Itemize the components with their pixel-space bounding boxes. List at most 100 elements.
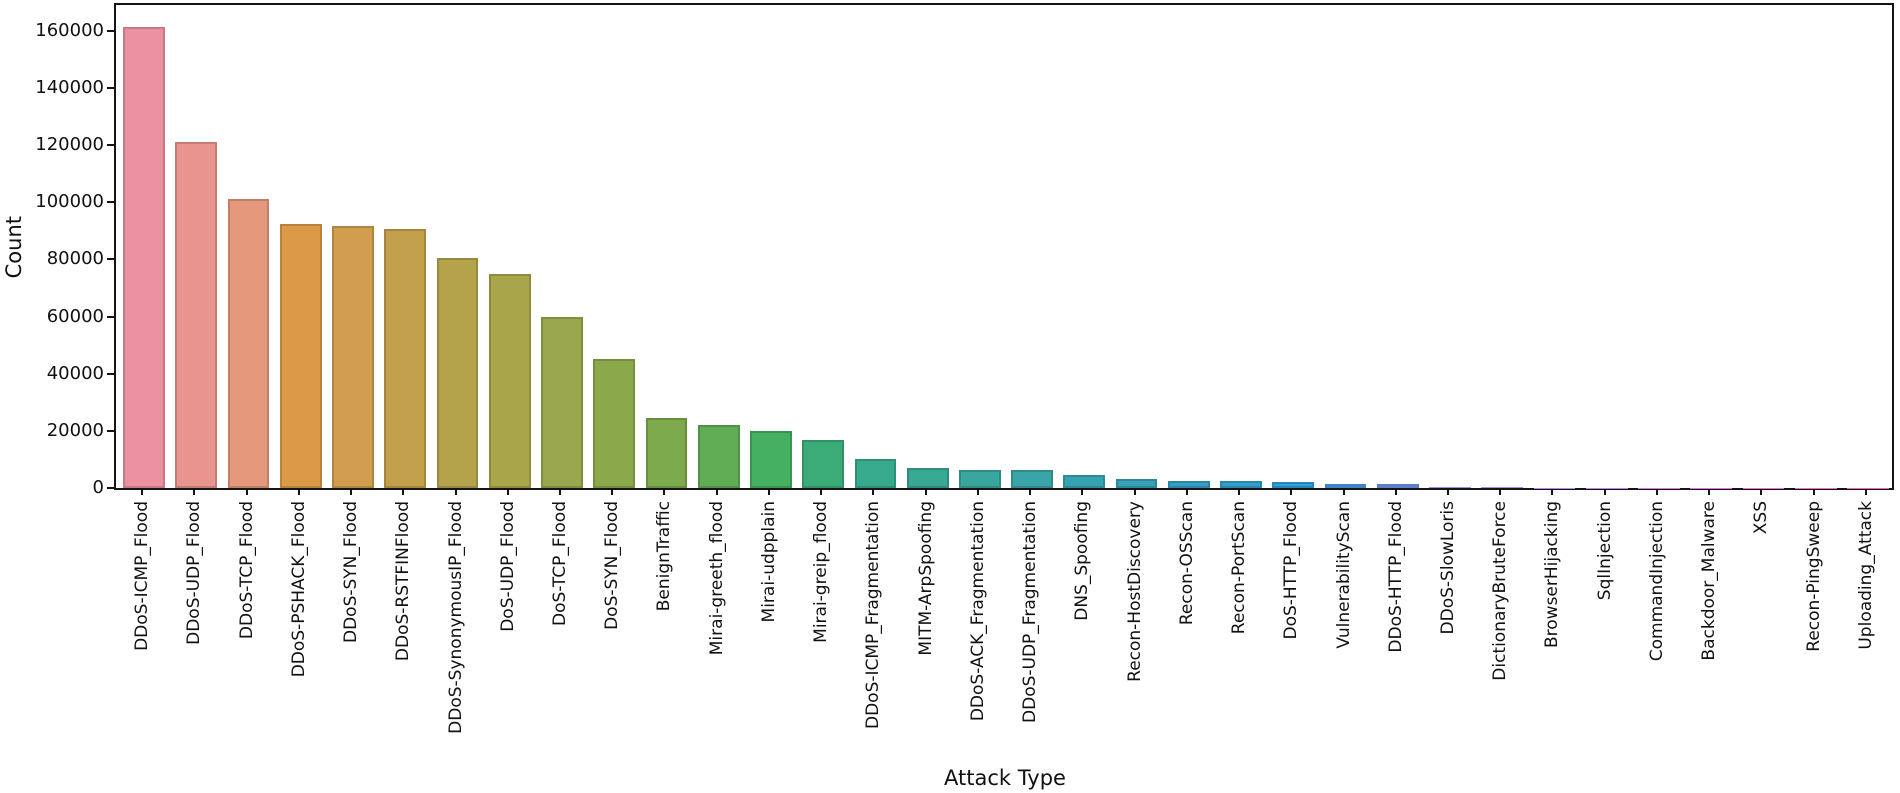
x-tick-DDoS-SynonymousIP_Flood [454,490,457,495]
x-tick-label-DDoS-SYN_Flood: DDoS-SYN_Flood [341,501,362,643]
x-tick-Recon-OSScan [1185,490,1188,495]
x-tick-label-MITM-ArpSpoofing: MITM-ArpSpoofing [915,501,936,656]
y-tick-label-140000: 140000 [35,76,104,98]
bar-DoS-TCP_Flood [541,317,583,488]
x-tick-label-XSS: XSS [1751,501,1772,535]
x-tick-label-Mirai-greip_flood: Mirai-greip_flood [811,501,832,643]
bar-DoS-HTTP_Flood [1272,481,1315,488]
x-tick-label-DictionaryBruteForce: DictionaryBruteForce [1490,501,1511,681]
bar-DDoS-HTTP_Flood [1376,484,1419,488]
x-tick-label-DDoS-PSHACK_Flood: DDoS-PSHACK_Flood [288,501,309,678]
x-tick-SqlInjection [1603,490,1606,495]
plot-area [114,3,1894,490]
x-tick-label-DDoS-ACK_Fragmentation: DDoS-ACK_Fragmentation [967,501,988,722]
y-tick-140000 [107,86,114,89]
x-tick-label-Mirai-greeth_flood: Mirai-greeth_flood [706,501,727,656]
y-tick-20000 [107,429,114,432]
x-tick-Recon-PingSweep [1812,490,1815,495]
y-tick-label-40000: 40000 [46,362,104,384]
x-tick-Mirai-udpplain [767,490,770,495]
x-tick-VulnerabilityScan [1342,490,1345,495]
x-tick-Recon-PortScan [1238,490,1241,495]
x-tick-Mirai-greip_flood [820,490,823,495]
x-tick-label-DoS-UDP_Flood: DoS-UDP_Flood [497,501,518,632]
x-tick-Recon-HostDiscovery [1133,490,1136,495]
x-tick-label-DDoS-UDP_Fragmentation: DDoS-UDP_Fragmentation [1020,501,1041,723]
y-tick-label-20000: 20000 [46,419,104,441]
y-tick-label-120000: 120000 [35,134,104,156]
bar-DictionaryBruteForce [1481,487,1524,488]
bar-Mirai-greeth_flood [697,424,740,488]
x-tick-label-SqlInjection: SqlInjection [1594,501,1615,601]
x-tick-DDoS-ICMP_Fragmentation [872,490,875,495]
x-tick-DDoS-PSHACK_Flood [297,490,300,495]
x-tick-label-BenignTraffic: BenignTraffic [654,501,675,612]
x-tick-label-BrowserHijacking: BrowserHijacking [1542,501,1563,649]
x-tick-DDoS-SYN_Flood [350,490,353,495]
bar-Recon-OSScan [1167,480,1210,488]
x-tick-label-DDoS-UDP_Flood: DDoS-UDP_Flood [184,501,205,645]
bar-Mirai-greip_flood [802,439,845,488]
bar-DDoS-TCP_Flood [227,198,270,488]
x-tick-DoS-HTTP_Flood [1290,490,1293,495]
x-tick-BrowserHijacking [1551,490,1554,495]
x-tick-Mirai-greeth_flood [715,490,718,495]
x-tick-DoS-SYN_Flood [611,490,614,495]
x-tick-DDoS-RSTFINFlood [402,490,405,495]
bar-DDoS-SlowLoris [1429,486,1471,488]
x-tick-label-DoS-SYN_Flood: DoS-SYN_Flood [602,501,623,630]
x-tick-label-DDoS-SynonymousIP_Flood: DDoS-SynonymousIP_Flood [445,501,466,734]
x-tick-DDoS-TCP_Flood [245,490,248,495]
bar-DDoS-ICMP_Fragmentation [854,459,897,488]
bar-DoS-UDP_Flood [488,273,531,488]
x-tick-Uploading_Attack [1864,490,1867,495]
bar-DDoS-ACK_Fragmentation [958,469,1001,488]
x-tick-label-DNS_Spoofing: DNS_Spoofing [1072,501,1093,621]
x-tick-DDoS-ICMP_Flood [141,490,144,495]
x-tick-label-DDoS-HTTP_Flood: DDoS-HTTP_Flood [1385,501,1406,653]
bar-Recon-HostDiscovery [1115,478,1158,488]
y-tick-120000 [107,144,114,147]
y-tick-label-80000: 80000 [46,248,104,270]
y-tick-label-100000: 100000 [35,191,104,213]
x-tick-label-Recon-HostDiscovery: Recon-HostDiscovery [1124,501,1145,682]
x-tick-label-Uploading_Attack: Uploading_Attack [1855,501,1876,650]
y-tick-100000 [107,201,114,204]
bar-DDoS-PSHACK_Flood [279,223,322,488]
x-tick-label-DDoS-ICMP_Flood: DDoS-ICMP_Flood [132,501,153,651]
x-tick-DDoS-HTTP_Flood [1394,490,1397,495]
x-tick-BenignTraffic [663,490,666,495]
x-tick-DoS-UDP_Flood [506,490,509,495]
bar-DDoS-UDP_Flood [175,141,218,488]
bar-DDoS-ICMP_Flood [123,27,165,488]
bar-BenignTraffic [645,417,688,488]
x-tick-label-DDoS-RSTFINFlood: DDoS-RSTFINFlood [393,501,414,662]
x-tick-DictionaryBruteForce [1499,490,1502,495]
x-tick-label-DDoS-ICMP_Fragmentation: DDoS-ICMP_Fragmentation [863,501,884,729]
x-tick-DDoS-ACK_Fragmentation [976,490,979,495]
bar-MITM-ArpSpoofing [906,467,949,488]
x-tick-label-DDoS-SlowLoris: DDoS-SlowLoris [1438,501,1458,635]
x-tick-DDoS-SlowLoris [1447,490,1449,495]
x-tick-label-VulnerabilityScan: VulnerabilityScan [1333,501,1354,649]
y-tick-label-60000: 60000 [46,305,104,327]
y-tick-80000 [107,258,114,261]
x-tick-DNS_Spoofing [1081,490,1084,495]
bar-DDoS-SYN_Flood [332,226,374,488]
x-tick-label-DDoS-TCP_Flood: DDoS-TCP_Flood [236,501,257,640]
bar-DoS-SYN_Flood [593,358,636,488]
x-axis-label: Attack Type [944,766,1066,790]
x-tick-label-Recon-PortScan: Recon-PortScan [1229,501,1250,635]
x-tick-MITM-ArpSpoofing [924,490,927,495]
bar-Mirai-udpplain [750,430,792,488]
x-tick-label-Recon-OSScan: Recon-OSScan [1176,501,1197,626]
x-tick-label-CommandInjection: CommandInjection [1646,501,1667,662]
x-tick-DDoS-UDP_Flood [193,490,196,495]
x-tick-DoS-TCP_Flood [559,490,561,495]
x-tick-label-Mirai-udpplain: Mirai-udpplain [758,501,779,623]
x-tick-label-DoS-HTTP_Flood: DoS-HTTP_Flood [1281,501,1302,640]
x-tick-XSS [1760,490,1763,495]
x-tick-label-DoS-TCP_Flood: DoS-TCP_Flood [550,501,570,626]
x-tick-CommandInjection [1655,490,1658,495]
